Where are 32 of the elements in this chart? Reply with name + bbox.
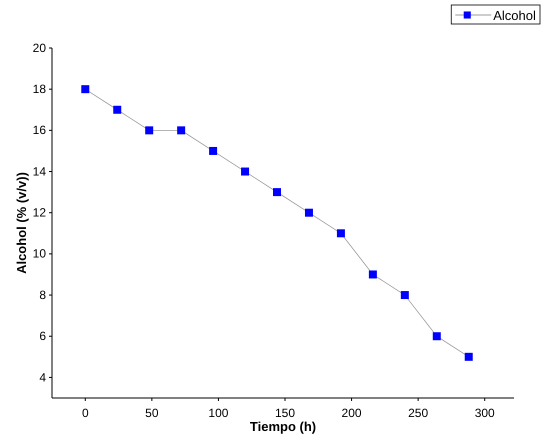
- point: [177, 126, 186, 134]
- point: [432, 332, 441, 340]
- x-tick-label: 50: [145, 406, 159, 420]
- y-tick-label: 4: [39, 370, 46, 384]
- y-tick-label: 16: [32, 123, 46, 138]
- point: [464, 352, 473, 361]
- x-axis-title: Tiempo (h): [250, 419, 316, 434]
- x-tick-label: 100: [208, 406, 229, 420]
- legend-label: Alcohol: [493, 8, 536, 23]
- x-tick-label: 250: [408, 406, 428, 420]
- point: [209, 146, 218, 155]
- x-tick-label: 200: [342, 406, 362, 420]
- x-tick-label: 300: [474, 406, 496, 420]
- x-tick-label: 0: [82, 406, 89, 420]
- y-tick-label: 8: [39, 288, 46, 302]
- x-tick-label: 150: [274, 406, 296, 420]
- point: [304, 208, 313, 217]
- point: [336, 229, 345, 238]
- point: [81, 85, 90, 94]
- point: [273, 188, 282, 196]
- point: [113, 106, 122, 114]
- point: [241, 168, 250, 176]
- y-tick-label: 20: [32, 40, 46, 55]
- y-tick-label: 12: [32, 206, 46, 220]
- y-axis-title: Alcohol (% (v/v)): [14, 172, 29, 274]
- y-tick-label: 14: [32, 164, 46, 178]
- y-tick-label: 18: [32, 82, 46, 96]
- point: [368, 270, 377, 278]
- point: [400, 291, 409, 300]
- y-tick-label: 6: [39, 329, 46, 344]
- point: [145, 126, 154, 134]
- y-tick-label: 10: [32, 246, 46, 261]
